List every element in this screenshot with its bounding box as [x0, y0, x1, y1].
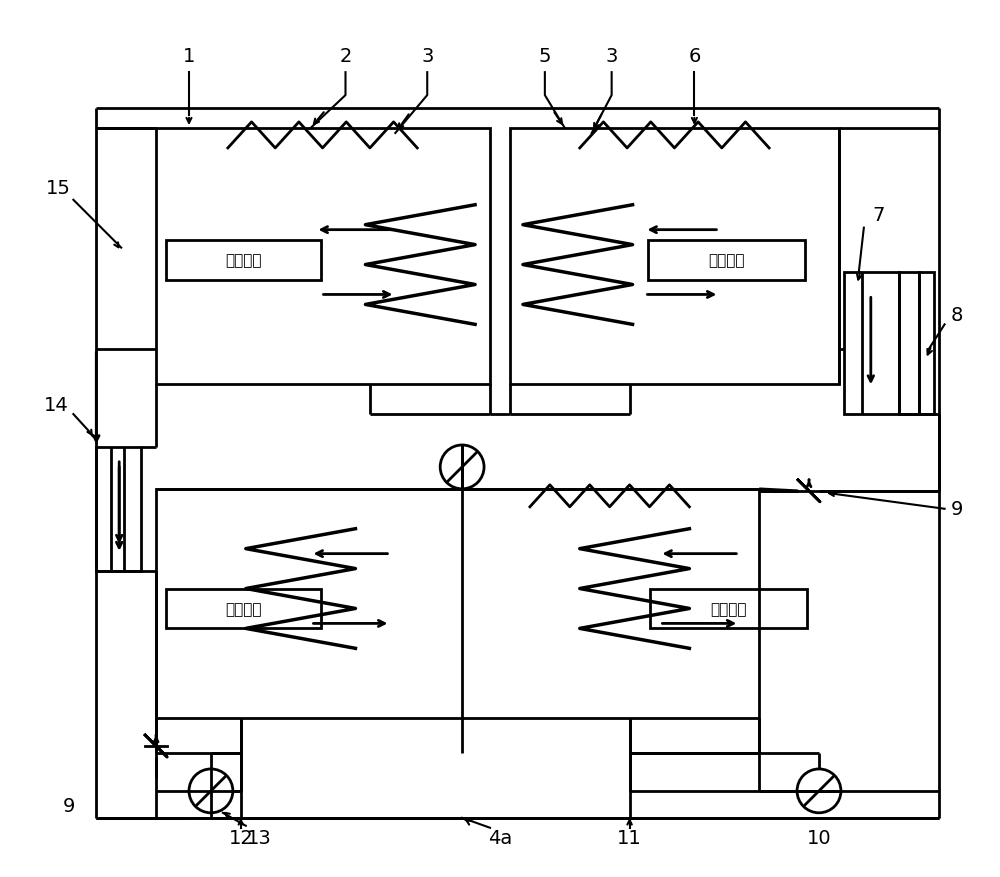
Text: 4a: 4a: [488, 828, 512, 847]
Text: 11: 11: [617, 828, 642, 847]
Text: 低温热源: 低温热源: [226, 602, 262, 617]
Text: 中温热源: 中温热源: [226, 253, 262, 267]
Text: 3: 3: [421, 46, 433, 66]
Bar: [166, 588, 321, 629]
Text: 12: 12: [228, 828, 253, 847]
Text: 1: 1: [183, 46, 195, 66]
Bar: [156, 129, 490, 385]
Text: 10: 10: [807, 828, 831, 847]
Text: 中温热源: 中温热源: [710, 602, 747, 617]
Text: 8: 8: [950, 305, 963, 324]
Bar: [648, 240, 805, 280]
Bar: [96, 447, 141, 571]
Text: 6: 6: [688, 46, 701, 66]
Bar: [510, 129, 839, 385]
Text: 7: 7: [873, 206, 885, 225]
Bar: [166, 240, 321, 280]
Text: 3: 3: [605, 46, 618, 66]
Bar: [844, 272, 899, 415]
Text: 2: 2: [339, 46, 352, 66]
Bar: [156, 489, 759, 718]
Text: 9: 9: [63, 796, 76, 816]
Text: 高温热源: 高温热源: [708, 253, 745, 267]
Bar: [899, 272, 919, 415]
Text: 9: 9: [950, 500, 963, 518]
Bar: [650, 588, 807, 629]
Text: 15: 15: [46, 179, 71, 198]
Text: 14: 14: [44, 396, 69, 414]
Bar: [919, 272, 934, 415]
Text: 13: 13: [246, 828, 271, 847]
Text: 5: 5: [539, 46, 551, 66]
